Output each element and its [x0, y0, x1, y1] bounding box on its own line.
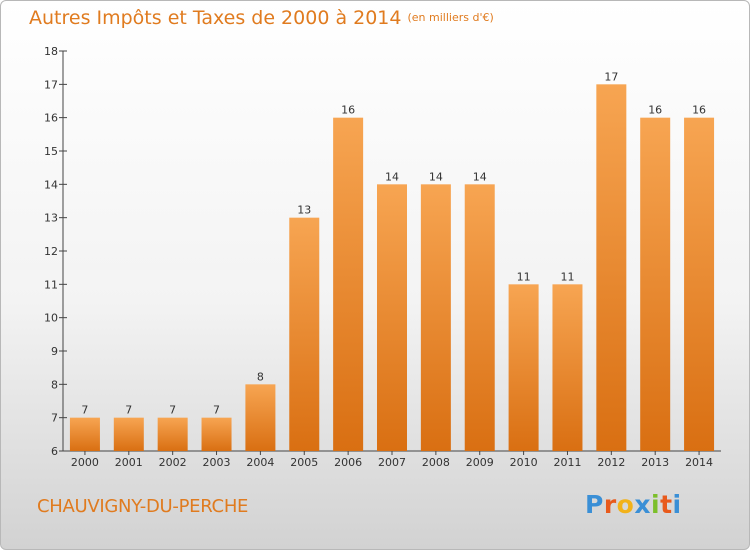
- y-tick-label: 9: [51, 345, 58, 358]
- bar: [684, 117, 715, 452]
- bar: [464, 184, 495, 452]
- data-label: 7: [125, 404, 132, 417]
- bar: [289, 217, 320, 451]
- bar: [508, 284, 539, 451]
- bar: [596, 84, 627, 451]
- y-tick-label: 15: [44, 145, 58, 158]
- commune-name: CHAUVIGNY-DU-PERCHE: [37, 496, 249, 517]
- y-tick-label: 13: [44, 212, 58, 225]
- logo-letter: i: [651, 490, 661, 519]
- bar: [245, 384, 276, 451]
- x-tick-label: 2005: [290, 456, 318, 469]
- data-label: 8: [257, 370, 264, 383]
- logo-letter: o: [616, 490, 635, 519]
- chart-title: Autres Impôts et Taxes de 2000 à 2014 (en…: [29, 7, 494, 29]
- x-tick-label: 2002: [159, 456, 187, 469]
- x-tick-label: 2000: [71, 456, 99, 469]
- chart-title-main: Autres Impôts et Taxes de 2000 à 2014: [29, 7, 402, 29]
- y-tick-label: 17: [44, 78, 58, 91]
- y-tick-label: 18: [44, 45, 58, 58]
- x-tick-label: 2010: [510, 456, 538, 469]
- x-tick-label: 2001: [115, 456, 143, 469]
- bar: [420, 184, 451, 452]
- x-tick-label: 2013: [641, 456, 669, 469]
- x-tick-label: 2008: [422, 456, 450, 469]
- y-tick-label: 7: [51, 412, 58, 425]
- data-label: 14: [473, 170, 487, 183]
- bar: [113, 417, 144, 451]
- chart-title-unit: (en milliers d'€): [407, 11, 494, 24]
- data-label: 14: [385, 170, 399, 183]
- data-label: 7: [213, 404, 220, 417]
- x-tick-label: 2009: [466, 456, 494, 469]
- bar: [640, 117, 671, 452]
- data-label: 14: [429, 170, 443, 183]
- y-tick-label: 14: [44, 178, 58, 191]
- y-tick-label: 12: [44, 245, 58, 258]
- data-label: 11: [560, 270, 574, 283]
- data-label: 11: [517, 270, 531, 283]
- logo-letter: t: [660, 490, 673, 519]
- data-label: 17: [604, 70, 618, 83]
- logo-letter: r: [603, 490, 617, 519]
- y-tick-label: 11: [44, 278, 58, 291]
- x-tick-label: 2014: [685, 456, 713, 469]
- bar: [201, 417, 232, 451]
- bar: [69, 417, 100, 451]
- data-label: 7: [81, 404, 88, 417]
- y-tick-label: 10: [44, 312, 58, 325]
- bar: [377, 184, 407, 452]
- y-tick-label: 8: [51, 378, 58, 391]
- bar: [552, 284, 583, 451]
- bar: [157, 417, 188, 451]
- x-tick-label: 2011: [553, 456, 581, 469]
- proxiti-logo: Proxiti: [585, 490, 682, 519]
- data-label: 7: [169, 404, 176, 417]
- y-tick-label: 6: [51, 445, 58, 458]
- logo-letter: x: [634, 490, 651, 519]
- logo-letter: i: [672, 490, 682, 519]
- x-tick-label: 2003: [203, 456, 231, 469]
- data-label: 16: [692, 104, 706, 117]
- data-label: 13: [297, 204, 311, 217]
- x-tick-label: 2004: [246, 456, 274, 469]
- x-tick-label: 2006: [334, 456, 362, 469]
- logo-letter: P: [585, 490, 604, 519]
- data-label: 16: [341, 104, 355, 117]
- y-tick-label: 16: [44, 112, 58, 125]
- data-label: 16: [648, 104, 662, 117]
- x-tick-label: 2012: [597, 456, 625, 469]
- x-tick-label: 2007: [378, 456, 406, 469]
- bar: [333, 117, 364, 452]
